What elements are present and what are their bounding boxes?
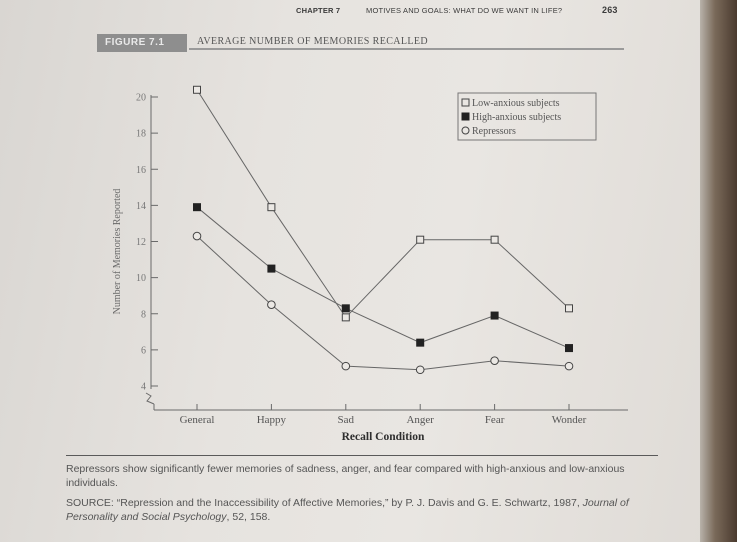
- legend-box: [457, 92, 597, 141]
- data-point-low-anxious: [193, 85, 201, 94]
- source-journal: Journal of Personality and Social Psycho…: [66, 497, 629, 523]
- page-number: 263: [602, 5, 618, 15]
- data-point-low-anxious: [267, 203, 276, 212]
- legend-marker-open-square: [461, 98, 470, 107]
- legend-marker-open-circle: [461, 126, 470, 135]
- y-tick-label: 6: [141, 345, 146, 356]
- data-point-repressor: [490, 356, 499, 366]
- y-tick-label: 8: [141, 309, 146, 320]
- y-axis-break: [145, 392, 155, 405]
- data-point-high-anxious: [416, 338, 425, 347]
- data-point-low-anxious: [565, 304, 573, 313]
- series-line: [196, 235, 570, 371]
- x-axis-title: Recall Condition: [342, 431, 425, 443]
- figure-source: SOURCE: “Repression and the Inaccessibil…: [66, 496, 676, 524]
- legend-label: High-anxious subjects: [472, 112, 561, 123]
- data-point-high-anxious: [341, 304, 350, 313]
- chapter-label: CHAPTER 7: [296, 6, 341, 15]
- x-tick-label: Sad: [338, 414, 355, 426]
- data-point-repressor: [564, 361, 574, 371]
- data-point-repressor: [267, 300, 276, 310]
- y-tick-label: 14: [136, 201, 146, 212]
- source-citation: SOURCE: “Repression and the Inaccessibil…: [66, 497, 580, 509]
- x-tick-label: Anger: [406, 414, 434, 426]
- y-tick-label: 12: [136, 237, 146, 248]
- x-tick-label: Happy: [257, 414, 287, 426]
- data-point-high-anxious: [490, 311, 499, 320]
- y-tick-label: 16: [136, 165, 146, 176]
- legend-label: Low-anxious subjects: [472, 98, 560, 109]
- data-point-high-anxious: [267, 264, 276, 273]
- data-point-low-anxious: [490, 235, 499, 244]
- data-point-repressor: [341, 361, 351, 371]
- y-tick-label: 10: [136, 273, 146, 284]
- y-axis-title: Number of Memories Reported: [112, 189, 123, 315]
- source-volume: , 52, 158.: [226, 511, 271, 523]
- x-tick-label: Wonder: [552, 414, 587, 426]
- chapter-title: MOTIVES AND GOALS: WHAT DO WE WANT IN LI…: [366, 6, 563, 15]
- data-point-repressor: [192, 231, 202, 241]
- series-line: [196, 206, 570, 349]
- data-point-low-anxious: [416, 235, 425, 244]
- data-point-low-anxious: [341, 313, 350, 322]
- x-tick-label: Fear: [485, 414, 505, 426]
- data-point-high-anxious: [193, 203, 201, 212]
- y-tick-label: 20: [136, 93, 146, 104]
- data-point-high-anxious: [565, 344, 573, 353]
- y-tick-label: 4: [141, 382, 146, 393]
- figure-title: AVERAGE NUMBER OF MEMORIES RECALLED: [197, 36, 429, 47]
- caption-rule: [66, 455, 658, 456]
- legend-marker-filled-square: [461, 112, 470, 121]
- figure-caption: Repressors show significantly fewer memo…: [66, 463, 625, 489]
- x-tick-label: General: [180, 414, 215, 426]
- page-spine-shadow: [700, 0, 737, 542]
- figure-label: FIGURE 7.1: [97, 34, 187, 52]
- y-tick-label: 18: [136, 129, 146, 140]
- data-point-repressor: [415, 365, 425, 375]
- running-head: CHAPTER 7 MOTIVES AND GOALS: WHAT DO WE …: [296, 5, 636, 20]
- series-line: [196, 89, 570, 319]
- title-rule: [189, 48, 624, 50]
- legend-label: Repressors: [472, 126, 516, 137]
